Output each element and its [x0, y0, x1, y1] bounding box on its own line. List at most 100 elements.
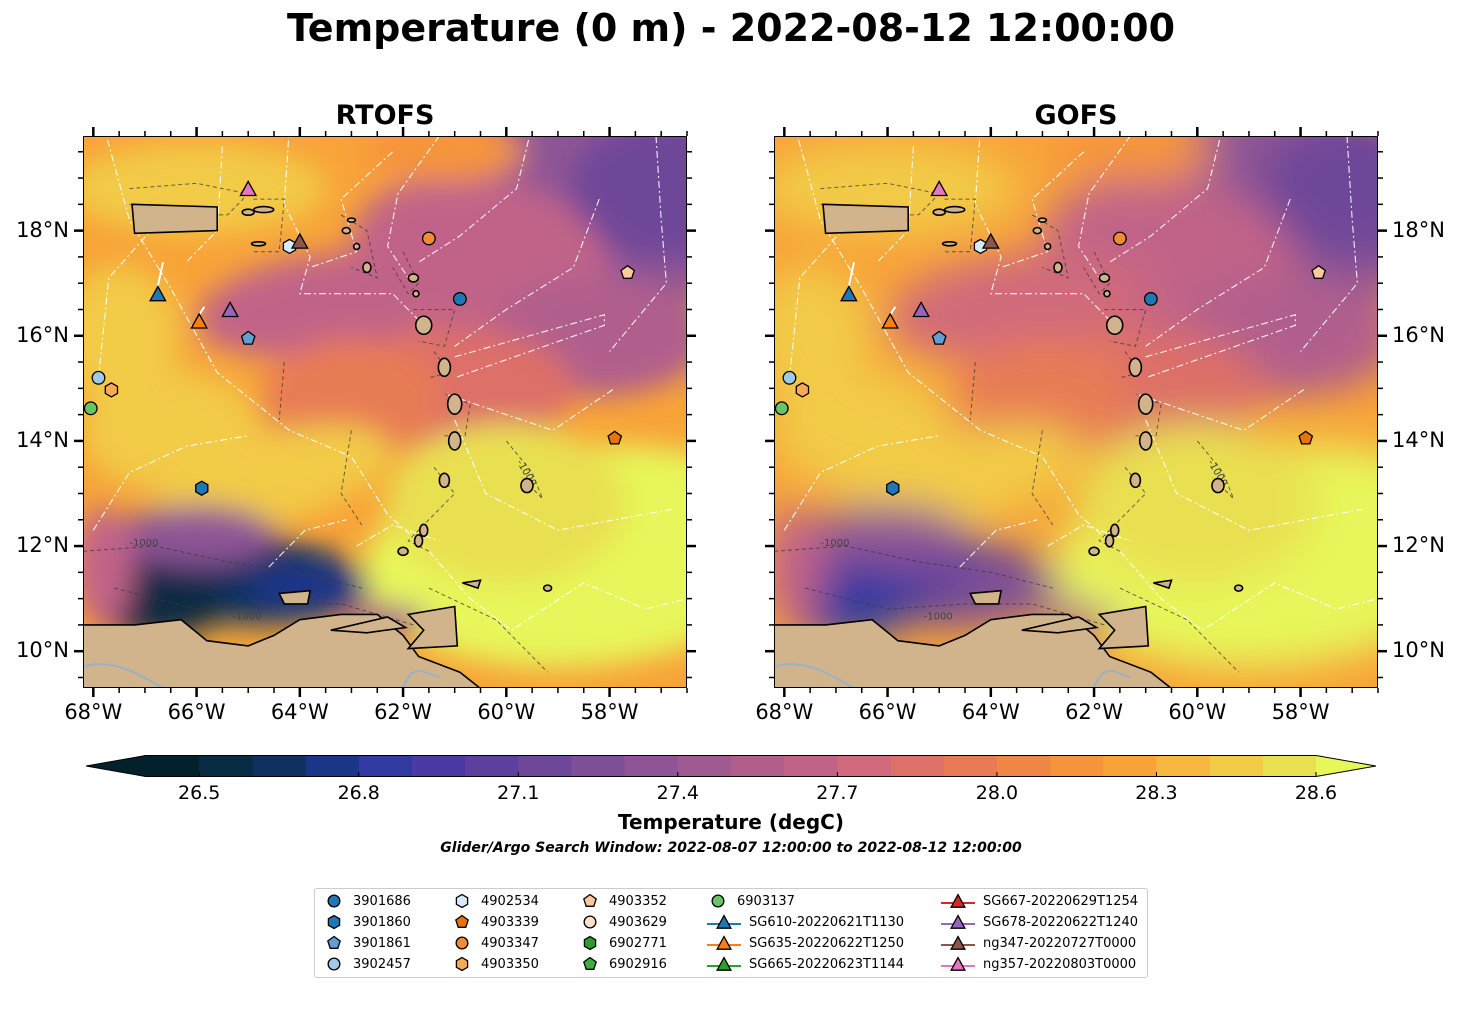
legend-item[interactable]: 6902771	[579, 933, 667, 953]
legend-label: SG635-20220622T1250	[749, 935, 905, 951]
legend-item[interactable]: 4903350	[451, 954, 539, 974]
island	[1053, 261, 1063, 274]
obs-marker-4903352[interactable]	[1311, 264, 1327, 279]
obs-marker-4903339[interactable]	[607, 430, 623, 445]
obs-marker-ng357-20220803T0000[interactable]	[930, 180, 949, 197]
legend-marker[interactable]	[950, 914, 966, 929]
legend-item[interactable]: 3902457	[323, 954, 411, 974]
legend-item[interactable]: 4903352	[579, 891, 667, 911]
obs-marker-3901861[interactable]	[931, 330, 947, 345]
legend-item[interactable]: 4902534	[451, 891, 539, 911]
legend-item[interactable]: 3901686	[323, 891, 411, 911]
legend-marker-pentagon-icon	[455, 914, 469, 928]
obs-marker-3901686[interactable]	[1143, 292, 1158, 306]
legend-marker[interactable]	[327, 935, 341, 949]
legend-item[interactable]: 3901861	[323, 933, 411, 953]
obs-marker-SG678-20220622T1240[interactable]	[221, 300, 239, 318]
margarita-island	[968, 589, 1003, 605]
obs-marker-ng347-20220727T0000[interactable]	[981, 232, 1000, 249]
obs-marker-SG678-20220622T1240[interactable]	[912, 300, 930, 318]
legend-item[interactable]: 6903137	[707, 891, 795, 911]
colorbar-label: Temperature (degC)	[618, 810, 844, 834]
obs-marker-SG635-20220622T1250[interactable]	[190, 312, 208, 329]
legend-marker[interactable]	[583, 956, 597, 970]
legend-label: 4902534	[481, 893, 539, 909]
legend-marker[interactable]	[950, 935, 966, 950]
island	[1233, 584, 1244, 592]
legend-marker-circle-icon	[327, 957, 341, 971]
legend-item[interactable]: 6902916	[579, 954, 667, 974]
obs-marker-6903137[interactable]	[774, 401, 789, 416]
legend-marker[interactable]	[455, 936, 469, 950]
obs-marker-4903339[interactable]	[1298, 430, 1314, 445]
colorbar-bin	[837, 755, 892, 777]
legend-marker[interactable]	[455, 893, 469, 909]
obs-marker-3901686[interactable]	[452, 292, 467, 306]
island	[1138, 431, 1153, 451]
island	[520, 477, 534, 494]
obs-marker-3901860[interactable]	[886, 480, 900, 496]
legend-item[interactable]: 4903347	[451, 933, 539, 953]
legend-item[interactable]: ng347-20220727T0000	[941, 933, 1136, 953]
legend-marker[interactable]	[716, 935, 732, 950]
obs-marker-4903350[interactable]	[795, 382, 810, 398]
legend-item[interactable]: ng357-20220803T0000	[941, 954, 1136, 974]
map-frame-gofs	[774, 136, 1378, 688]
colorbar-tick-label: 26.5	[178, 782, 221, 804]
south-america-land	[83, 613, 482, 688]
legend-item[interactable]: SG610-20220621T1130	[707, 912, 904, 932]
obs-marker-3902457[interactable]	[782, 370, 797, 385]
obs-marker-SG635-20220622T1250[interactable]	[881, 312, 899, 329]
legend-marker[interactable]	[455, 956, 469, 972]
trinidad-island	[1097, 605, 1150, 650]
tobago-island	[462, 579, 482, 590]
legend-marker[interactable]	[327, 894, 341, 908]
obs-marker-6903137[interactable]	[83, 401, 98, 416]
legend-label: 3901861	[353, 935, 411, 951]
legend-marker[interactable]	[716, 914, 732, 929]
legend-item[interactable]: 3901860	[323, 912, 411, 932]
colorbar	[86, 755, 1376, 777]
legend-label: SG678-20220622T1240	[983, 914, 1139, 930]
legend-marker[interactable]	[583, 935, 597, 951]
obs-marker-3902457[interactable]	[91, 370, 106, 385]
legend-item[interactable]: SG678-20220622T1240	[941, 912, 1138, 932]
obs-marker-ng347-20220727T0000[interactable]	[290, 232, 309, 249]
legend-item[interactable]: SG635-20220622T1250	[707, 933, 904, 953]
obs-marker-3901861[interactable]	[240, 330, 256, 345]
legend-label: 4903339	[481, 914, 539, 930]
legend-label: ng347-20220727T0000	[983, 935, 1137, 951]
legend-marker[interactable]	[327, 914, 341, 930]
map-panel-gofs[interactable]: -1000-1000-1000	[774, 136, 1378, 688]
legend-marker[interactable]	[455, 914, 469, 928]
legend-marker[interactable]	[716, 956, 732, 971]
obs-marker-3901860[interactable]	[195, 480, 209, 496]
legend-marker[interactable]	[583, 915, 597, 929]
legend-label: 4903350	[481, 956, 539, 972]
legend-marker-triangle-icon	[941, 914, 975, 929]
obs-marker-ng357-20220803T0000[interactable]	[239, 180, 258, 197]
obs-marker-SG610-20220621T1130[interactable]	[840, 285, 858, 302]
island	[1037, 217, 1048, 223]
obs-marker-4903347[interactable]	[1112, 231, 1127, 246]
obs-marker-SG610-20220621T1130[interactable]	[149, 285, 167, 302]
island	[1103, 289, 1111, 298]
legend-item[interactable]: 4903339	[451, 912, 539, 932]
legend-label: 6902916	[609, 956, 667, 972]
map-panel-rtofs[interactable]: -1000-1000-1000	[83, 136, 687, 688]
legend-item[interactable]: SG665-20220623T1144	[707, 954, 904, 974]
obs-marker-4903350[interactable]	[104, 382, 119, 398]
lat-tick-label: 12°N	[1392, 533, 1445, 558]
legend-marker[interactable]	[583, 893, 597, 907]
paria-peninsula	[1021, 616, 1100, 634]
legend-marker[interactable]	[950, 893, 966, 908]
obs-marker-4903347[interactable]	[421, 231, 436, 246]
lon-tick-label: 64°W	[270, 700, 329, 724]
legend-item[interactable]: SG667-20220629T1254	[941, 891, 1138, 911]
legend-marker[interactable]	[327, 957, 341, 971]
legend-marker[interactable]	[950, 956, 966, 971]
obs-marker-4903352[interactable]	[620, 264, 636, 279]
legend-marker-pentagon-icon	[327, 935, 341, 949]
legend-item[interactable]: 4903629	[579, 912, 667, 932]
legend-marker[interactable]	[711, 894, 725, 908]
